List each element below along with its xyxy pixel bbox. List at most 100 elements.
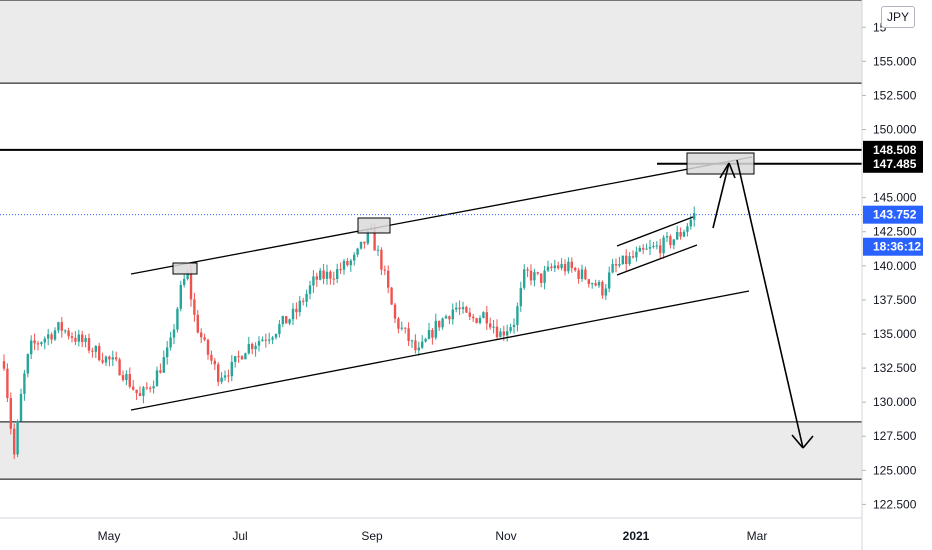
candle: [529, 264, 533, 286]
candle: [400, 321, 403, 331]
candle: [125, 370, 128, 386]
candle: [149, 386, 152, 393]
chart-drawings: [0, 148, 862, 449]
candle: [247, 336, 250, 355]
candle: [516, 302, 519, 332]
candle: [251, 342, 254, 355]
candle: [220, 372, 223, 385]
candle: [128, 367, 131, 389]
candle: [53, 327, 57, 341]
candle: [244, 352, 247, 360]
candle: [482, 311, 485, 319]
candle: [179, 280, 182, 312]
candle: [570, 257, 573, 273]
candle: [145, 382, 148, 390]
candle: [679, 227, 682, 240]
highlight-box-may: [172, 262, 198, 275]
channel-lower-line: [130, 290, 750, 411]
candle: [13, 423, 16, 460]
candle: [383, 265, 386, 276]
candle: [628, 252, 631, 266]
wedge-lower-line: [616, 244, 698, 276]
candle: [621, 255, 624, 265]
candle: [642, 244, 645, 255]
candle: [693, 206, 696, 227]
candle: [489, 317, 492, 330]
candle: [264, 333, 267, 348]
candle: [172, 324, 176, 345]
candle: [509, 323, 512, 334]
candle: [159, 363, 162, 374]
candle: [468, 307, 471, 320]
candle: [563, 259, 567, 276]
candle: [519, 281, 522, 312]
candle: [271, 335, 274, 345]
candle: [132, 379, 135, 391]
candle: [533, 268, 536, 287]
candle: [465, 305, 468, 314]
candle: [614, 258, 618, 273]
candle: [26, 353, 29, 378]
candle: [36, 340, 40, 351]
highlight-box-sep: [357, 217, 391, 234]
candle: [6, 363, 9, 403]
candle: [604, 283, 607, 300]
candle: [138, 386, 142, 397]
candle: [2, 354, 6, 371]
wedge-upper-line: [616, 216, 694, 247]
highlight-box-target: [686, 152, 755, 175]
candle: [319, 267, 322, 281]
candle: [655, 241, 658, 250]
candle: [315, 272, 318, 287]
candle: [574, 266, 577, 272]
candle: [601, 280, 604, 299]
candle: [268, 332, 271, 345]
candle: [550, 263, 553, 272]
price-label-2: 143.752: [873, 208, 917, 222]
projection-arrowhead-up-right: [728, 162, 736, 179]
candle: [526, 266, 529, 278]
candle: [9, 392, 12, 435]
candle: [206, 338, 210, 360]
candle: [404, 327, 407, 334]
candle: [631, 250, 635, 259]
currency-label[interactable]: JPY: [881, 6, 915, 28]
candle: [70, 332, 74, 343]
candle: [142, 385, 145, 404]
zone-0: [0, 0, 862, 84]
candle: [339, 262, 342, 274]
candle: [169, 331, 172, 351]
candle: [23, 369, 26, 401]
candle: [298, 295, 301, 317]
candle: [665, 231, 669, 243]
candle: [472, 313, 475, 322]
candle: [108, 355, 111, 367]
candle: [257, 336, 261, 352]
x-tick-label: Nov: [495, 529, 516, 543]
candle: [349, 258, 352, 272]
candle: [234, 355, 237, 368]
candle: [363, 241, 366, 249]
x-tick-label: May: [98, 529, 121, 543]
price-label-bg-1: [863, 154, 923, 173]
candle: [74, 331, 77, 346]
candle: [417, 341, 420, 356]
candle: [625, 249, 628, 271]
candle: [540, 273, 543, 288]
candle: [560, 258, 563, 271]
candle: [40, 341, 43, 347]
candle: [57, 321, 60, 334]
candle: [393, 302, 397, 324]
candle: [81, 330, 84, 348]
candle: [597, 279, 601, 288]
candle: [662, 235, 665, 259]
candle: [94, 345, 97, 358]
projection-arrowhead-down-right: [802, 435, 814, 449]
candle: [101, 352, 104, 365]
candle: [669, 234, 672, 249]
candle: [441, 317, 444, 330]
candle: [682, 229, 686, 238]
candle: [652, 241, 655, 249]
candle: [478, 315, 482, 325]
